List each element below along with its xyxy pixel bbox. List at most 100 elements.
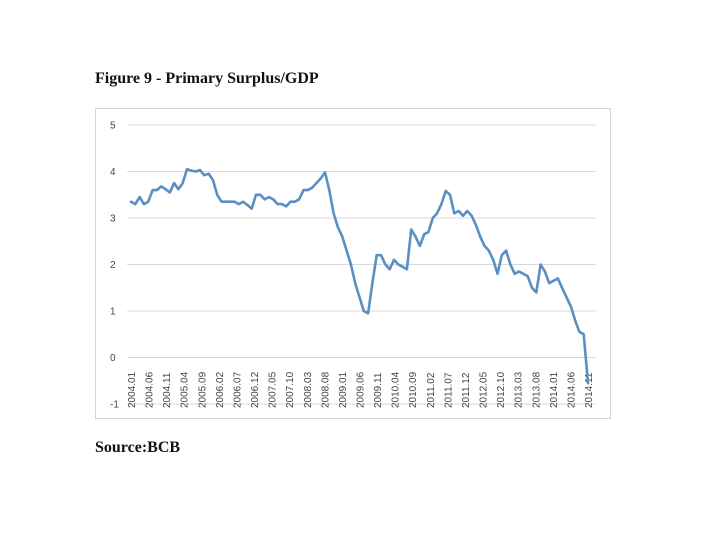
data-point [569, 305, 572, 308]
x-tick-label: 2005.09 [197, 371, 208, 408]
data-point [448, 193, 452, 196]
data-point [586, 382, 590, 385]
data-point [168, 191, 171, 194]
primary-surplus-line-chart: 5 4 3 2 1 0 -1 2004.01 2004.06 2004.11 2005.04 2005… [110, 121, 596, 411]
data-point [505, 249, 508, 252]
x-tick-label: 2008.08 [320, 371, 331, 408]
x-tick-label: 2013.03 [514, 371, 525, 408]
data-point [164, 188, 167, 191]
data-point [211, 178, 214, 181]
x-tick-label: 2011.07 [443, 372, 454, 408]
data-point [190, 169, 193, 172]
x-tick-label: 2005.04 [180, 371, 191, 408]
data-point [155, 189, 158, 192]
data-point [440, 203, 443, 206]
x-tick-label: 2014.06 [566, 371, 577, 408]
data-point [142, 203, 145, 206]
y-tick-label: 1 [110, 307, 116, 318]
data-point [461, 214, 465, 217]
x-tick-label: 2014.11 [584, 372, 595, 408]
data-point [276, 203, 279, 206]
x-tick-label: 2004.11 [162, 372, 173, 408]
data-point [151, 189, 154, 192]
data-point [336, 226, 339, 229]
data-point [173, 182, 176, 185]
data-point [578, 330, 581, 333]
data-point [233, 200, 236, 203]
x-tick-label: 2012.10 [496, 371, 507, 408]
data-point [323, 171, 327, 174]
x-tick-label: 2006.12 [250, 371, 261, 408]
data-point [220, 200, 223, 203]
data-point [474, 223, 477, 227]
data-point [410, 228, 413, 231]
data-point [216, 193, 219, 196]
data-point [160, 185, 163, 188]
data-point [293, 200, 296, 203]
data-point [194, 170, 197, 173]
data-point [349, 263, 352, 266]
x-tick-label: 2007.05 [268, 371, 279, 408]
x-tick-label: 2004.01 [127, 371, 138, 408]
data-point [246, 203, 249, 207]
x-tick-label: 2010.09 [408, 371, 419, 408]
data-point [492, 258, 495, 261]
data-point [483, 244, 486, 247]
x-tick-label: 2014.01 [549, 371, 560, 408]
data-point [556, 277, 559, 280]
x-tick-label: 2009.11 [373, 372, 384, 408]
x-tick-label: 2010.04 [391, 371, 402, 408]
data-point [358, 296, 361, 299]
data-point [436, 212, 439, 215]
data-point [203, 174, 206, 177]
data-point [582, 333, 585, 336]
data-point [517, 270, 521, 273]
x-tick-label: 2006.02 [215, 371, 226, 408]
y-tick-label: 4 [110, 167, 116, 178]
data-point [177, 188, 180, 191]
data-point [431, 216, 434, 220]
data-point [574, 319, 577, 322]
data-point [229, 200, 232, 203]
series-line [129, 167, 590, 385]
data-point [302, 189, 305, 192]
source-note: Source:BCB [95, 439, 181, 456]
data-point [185, 168, 189, 171]
data-point [311, 186, 314, 189]
data-point [561, 286, 564, 289]
data-point [535, 291, 538, 294]
data-point [147, 200, 150, 203]
data-point [466, 209, 469, 213]
data-point [392, 258, 396, 261]
data-point [306, 189, 309, 192]
data-point [315, 182, 318, 185]
data-point [552, 279, 555, 282]
data-point [539, 263, 542, 266]
data-point [332, 212, 335, 215]
data-point [198, 169, 202, 172]
x-tick-label: 2013.08 [531, 371, 542, 408]
data-point [427, 230, 430, 233]
data-point [397, 263, 400, 266]
data-point [259, 193, 262, 196]
data-point [328, 189, 331, 192]
data-point [530, 286, 534, 289]
y-tick-label: 3 [110, 214, 116, 225]
data-point [423, 233, 426, 236]
data-point [371, 282, 374, 285]
data-point [470, 214, 473, 217]
x-tick-label: 2011.02 [426, 372, 437, 408]
data-point [272, 198, 275, 201]
data-point [388, 268, 391, 271]
data-point [509, 263, 512, 266]
data-point [250, 207, 253, 210]
data-point [405, 268, 408, 271]
data-point [319, 177, 322, 180]
data-point [548, 282, 551, 285]
data-point [479, 235, 482, 238]
data-point [401, 265, 404, 268]
data-point [362, 309, 365, 313]
x-tick-label: 2009.06 [356, 371, 367, 408]
data-point [500, 254, 503, 257]
data-point [345, 249, 348, 252]
